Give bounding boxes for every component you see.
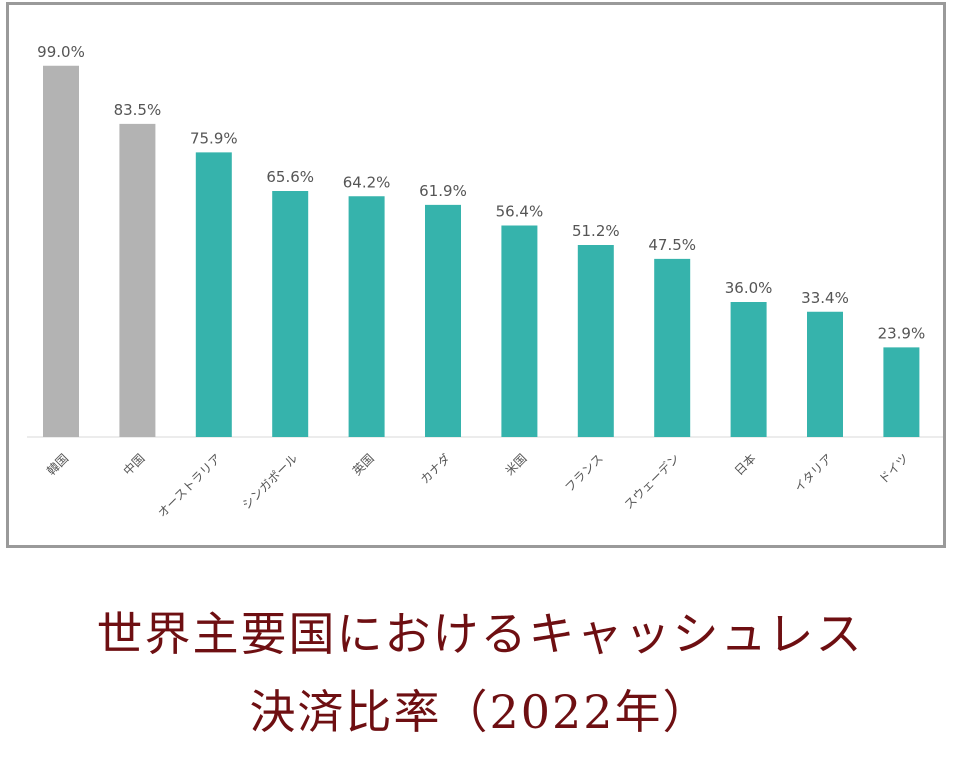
chart-title-line-1: 世界主要国におけるキャッシュレス <box>96 607 864 661</box>
x-tick-label: ドイツ <box>876 451 911 486</box>
x-tick-label: 韓国 <box>44 451 71 478</box>
data-label: 33.4% <box>801 289 849 307</box>
data-label: 36.0% <box>725 279 773 297</box>
x-tick-label: イタリア <box>792 451 836 495</box>
bars-group <box>43 65 920 437</box>
chart-frame: 99.0% 83.5% 75.9% 65.6% 64.2% 61.9% 56.4% 51.2%… <box>6 2 946 548</box>
x-tick-label: シンガポール <box>239 451 300 512</box>
data-label: 99.0% <box>37 43 85 61</box>
x-tick-label: フランス <box>562 451 606 495</box>
x-tick-label: 英国 <box>350 451 377 478</box>
bar <box>195 152 232 437</box>
x-tick-label: 日本 <box>732 451 759 478</box>
x-tick-label: 中国 <box>120 451 148 479</box>
bar <box>501 225 538 437</box>
data-label: 64.2% <box>343 173 391 191</box>
value-labels-group: 99.0% 83.5% 75.9% 65.6% 64.2% 61.9% 56.4% 51.2%… <box>37 43 925 343</box>
bar <box>425 204 461 437</box>
bar <box>43 65 79 437</box>
data-label: 83.5% <box>114 101 162 119</box>
data-label: 65.6% <box>266 168 314 186</box>
bar <box>654 258 691 437</box>
bar <box>272 191 309 437</box>
data-label: 51.2% <box>572 222 620 240</box>
data-label: 61.9% <box>419 182 467 200</box>
x-tick-label: カナダ <box>417 451 453 487</box>
x-tick-label: 米国 <box>503 451 530 478</box>
bar <box>883 347 920 437</box>
x-tick-label: オーストラリア <box>155 451 224 520</box>
category-labels-group: 韓国 中国 オーストラリア シンガポール 英国 カナダ 米国 フランス スウェーデン 日本 イタリア… <box>44 451 911 521</box>
data-label: 23.9% <box>878 324 926 342</box>
bar-chart: 99.0% 83.5% 75.9% 65.6% 64.2% 61.9% 56.4% 51.2%… <box>27 43 943 521</box>
x-tick-label: スウェーデン <box>621 451 683 513</box>
bar <box>119 123 156 437</box>
bar <box>730 302 767 437</box>
bar <box>577 245 614 437</box>
bar <box>348 196 385 437</box>
data-label: 47.5% <box>648 236 696 254</box>
data-label: 75.9% <box>190 129 238 147</box>
data-label: 56.4% <box>496 203 544 221</box>
chart-title-line-2: 決済比率（2022年） <box>249 685 711 739</box>
bar <box>807 311 843 437</box>
